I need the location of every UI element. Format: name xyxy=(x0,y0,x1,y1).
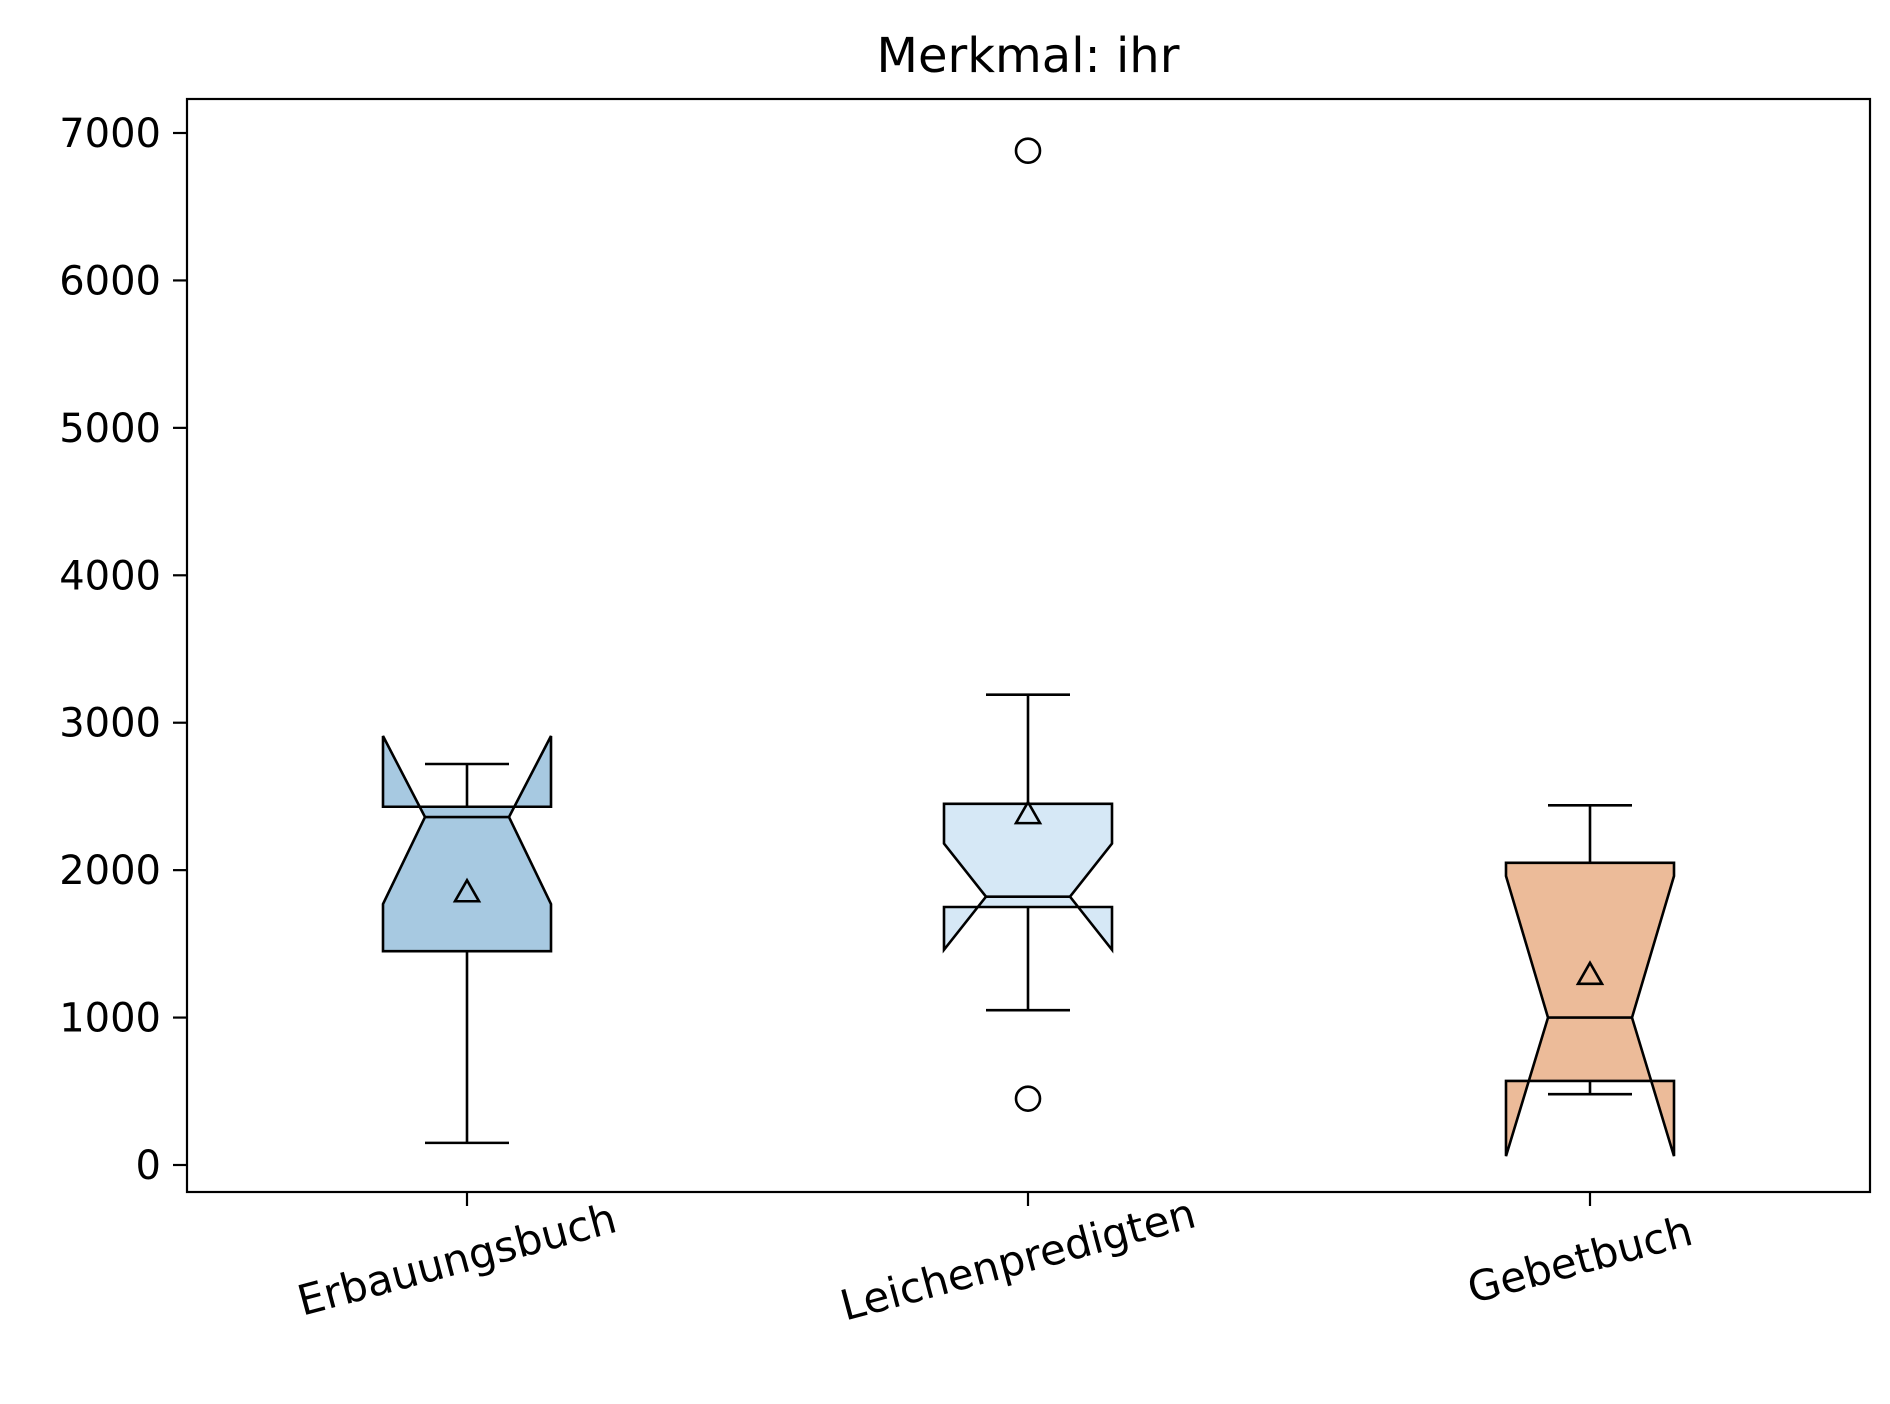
mean-marker-1 xyxy=(1013,799,1043,825)
outlier-1-0 xyxy=(1014,1085,1042,1112)
outlier-1-1 xyxy=(1014,137,1042,164)
boxes-layer xyxy=(381,137,1676,1157)
x-axis: Erbauungsbuch Leichenpredigten Gebetbuch xyxy=(292,1189,1697,1331)
y-tick-label-6000: 6000 xyxy=(59,258,161,304)
box-group-1 xyxy=(942,137,1114,1112)
mean-marker-0 xyxy=(452,877,482,903)
box-0 xyxy=(381,735,553,953)
box-1 xyxy=(942,802,1114,954)
y-tick-label-3000: 3000 xyxy=(59,701,161,747)
x-tick-label-0: Erbauungsbuch xyxy=(292,1193,621,1325)
box-group-2 xyxy=(1504,803,1676,1157)
plot-frame xyxy=(185,97,1872,1194)
y-tick-label-0: 0 xyxy=(136,1143,161,1189)
y-tick-label-2000: 2000 xyxy=(59,848,161,894)
chart-title: Merkmal: ihr xyxy=(877,28,1180,84)
box-group-0 xyxy=(381,735,553,1145)
y-tick-label-7000: 7000 xyxy=(59,111,161,157)
x-tick-label-2: Gebetbuch xyxy=(1462,1206,1697,1313)
y-tick-label-1000: 1000 xyxy=(59,996,161,1042)
y-tick-label-5000: 5000 xyxy=(59,406,161,452)
x-tick-label-1: Leichenpredigten xyxy=(835,1189,1200,1331)
box-2 xyxy=(1504,861,1676,1157)
mean-marker-2 xyxy=(1575,960,1605,986)
y-tick-label-4000: 4000 xyxy=(59,553,161,599)
y-axis: 0 1000 2000 3000 4000 5000 6000 7000 xyxy=(59,111,187,1189)
